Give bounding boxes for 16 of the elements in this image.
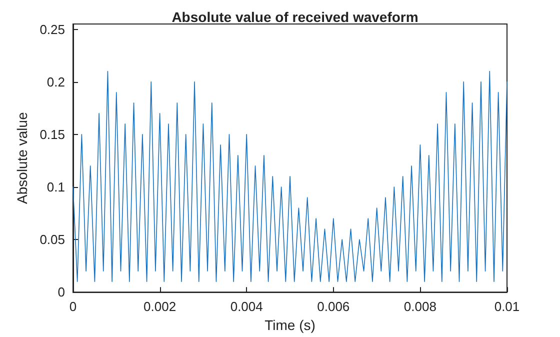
- y-tick-label: 0: [58, 284, 65, 300]
- line-series: [72, 70, 508, 282]
- y-tick-label: 0.2: [46, 74, 65, 90]
- y-tick-label: 0.05: [40, 232, 65, 248]
- x-tick-label: 0.004: [230, 299, 263, 314]
- x-tick-label: 0.01: [494, 299, 520, 314]
- x-tick-label: 0: [69, 299, 77, 314]
- y-tick-label: 0.1: [46, 179, 65, 194]
- x-tick-label: 0.002: [144, 299, 176, 314]
- y-tick-label: 0.15: [40, 126, 65, 142]
- x-axis-title: Time (s): [264, 317, 316, 333]
- x-tick-label: 0.006: [317, 299, 350, 314]
- y-tick-label: 0.25: [40, 22, 65, 37]
- y-axis-title: Absolute value: [14, 112, 30, 204]
- chart-title: Absolute value of received waveform: [172, 9, 418, 25]
- x-tick-label: 0.008: [404, 299, 436, 314]
